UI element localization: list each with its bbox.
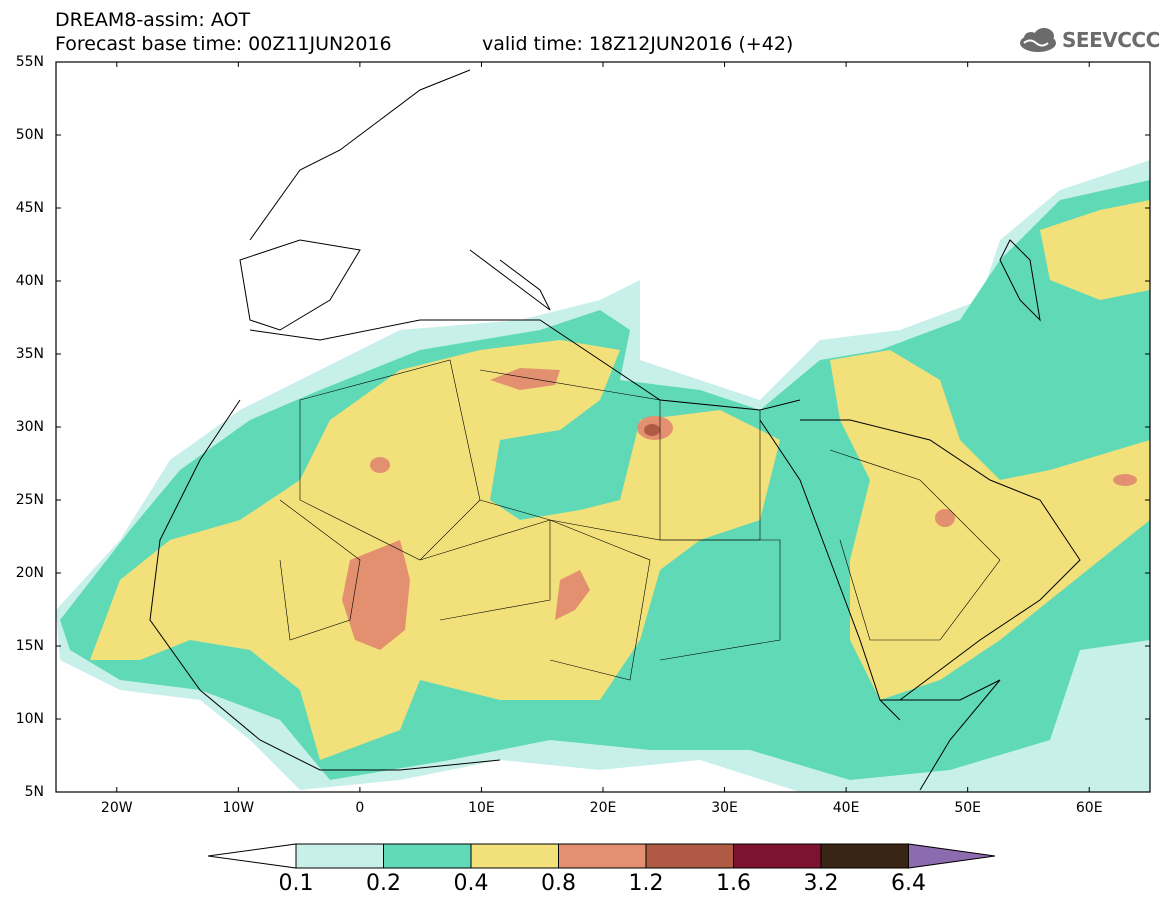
colorbar-box	[470, 843, 559, 869]
forecast-base-time: Forecast base time: 00Z11JUN2016	[55, 33, 392, 55]
colorbar-threshold-label: 6.4	[891, 871, 926, 896]
colorbar-threshold-label: 0.2	[366, 871, 401, 896]
coastline-iberia	[239, 239, 361, 331]
lat-label: 30N	[15, 419, 44, 435]
lat-label: 45N	[15, 200, 44, 216]
colorbar-over-arrow	[908, 843, 996, 869]
aot-band-0.4-arabia	[830, 350, 1150, 700]
aot-band-0.8-tunisia	[490, 368, 560, 390]
coastline-europe	[249, 69, 471, 241]
lon-label: 10E	[468, 800, 495, 816]
aot-band-0.8-arabia	[935, 509, 955, 527]
colorbar-box	[645, 843, 734, 869]
coastline-west-africa	[149, 399, 501, 771]
aot-band-0.4	[90, 340, 780, 760]
cloud-icon	[1020, 28, 1056, 52]
lat-label: 25N	[15, 492, 44, 508]
coastline-italy	[469, 249, 551, 311]
colorbar-box	[733, 843, 822, 869]
lat-label: 10N	[15, 711, 44, 727]
lat-label: 55N	[15, 54, 44, 70]
aot-band-1.2-libya	[644, 424, 660, 436]
aot-band-0.8-algeria	[370, 457, 390, 473]
coastline-horn	[880, 679, 1001, 791]
colorbar-threshold-label: 0.8	[541, 871, 576, 896]
lat-label: 50N	[15, 127, 44, 143]
colorbar-threshold-label: 1.2	[628, 871, 664, 896]
lon-label: 0	[355, 800, 365, 816]
lat-label: 35N	[15, 346, 44, 362]
lon-label: 30E	[711, 800, 738, 816]
valid-time: valid time: 18Z12JUN2016 (+42)	[482, 33, 794, 55]
colorbar-box	[558, 843, 647, 869]
aot-band-0.8-chad	[555, 570, 590, 620]
lat-label: 5N	[24, 784, 44, 800]
colorbar-threshold-label: 0.1	[278, 871, 314, 896]
colorbar-under-arrow	[207, 843, 297, 869]
border-algeria	[299, 359, 481, 561]
border-saudi	[829, 449, 1001, 641]
border-mali	[279, 499, 361, 641]
colorbar-box	[820, 843, 909, 869]
colorbar-box	[383, 843, 472, 869]
logo-text: SEEVCCC	[1062, 28, 1160, 52]
lon-label: 20E	[589, 800, 617, 816]
coastline-red-sea	[759, 419, 901, 721]
colorbar-box	[295, 843, 384, 869]
border-chad	[549, 519, 651, 681]
lat-label: 20N	[15, 565, 44, 581]
lon-label: 40E	[832, 800, 860, 816]
lat-label: 15N	[15, 638, 44, 654]
colorbar-threshold-label: 1.6	[716, 871, 751, 896]
aot-band-0.8-oman	[1113, 474, 1137, 486]
lon-label: 60E	[1075, 800, 1103, 816]
lon-label: 50E	[954, 800, 981, 816]
map-title: DREAM8-assim: AOT	[55, 9, 251, 31]
lat-label: 40N	[15, 273, 44, 289]
lon-label: 10W	[222, 800, 255, 816]
colorbar-threshold-label: 3.2	[803, 871, 839, 896]
lon-label: 20W	[100, 800, 133, 816]
coastline-caspian	[999, 239, 1041, 322]
border-niger	[419, 519, 551, 621]
border-sudan	[659, 539, 781, 661]
aot-band-0.4-caspian	[1040, 200, 1150, 300]
coastline-arabia	[800, 419, 1081, 701]
colorbar-threshold-label: 0.4	[453, 871, 489, 896]
